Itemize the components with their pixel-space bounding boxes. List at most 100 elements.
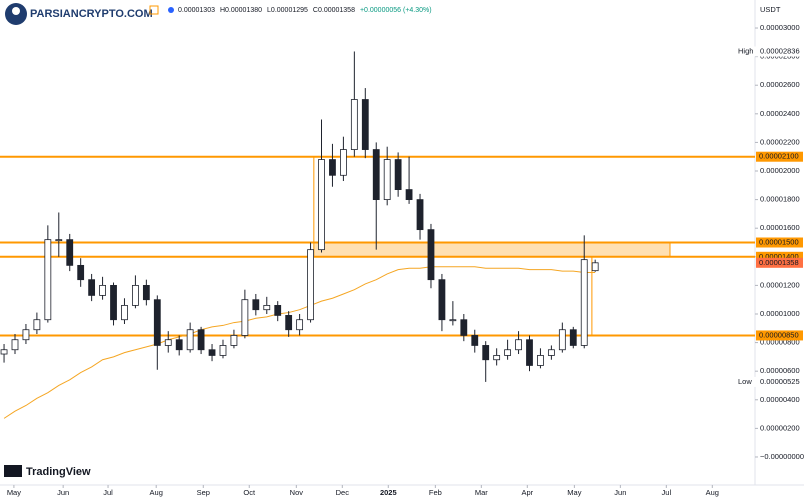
candle-body [0, 349, 8, 355]
candle-body [558, 329, 566, 351]
moving-average [3, 266, 596, 419]
candle-body [153, 299, 161, 346]
candle-body [99, 284, 106, 296]
settings-area[interactable] [764, 487, 800, 499]
candle-body [372, 149, 380, 201]
legend-value: 0.00001303 [178, 7, 215, 14]
candle-body [493, 355, 501, 361]
candle-body [11, 339, 19, 351]
tv-logo [4, 465, 22, 477]
tv-brand: TradingView [26, 466, 91, 478]
legend-dot [168, 7, 174, 13]
candle-body [121, 305, 128, 321]
legend-value: H0.00001380 [220, 7, 262, 14]
x-tick-label: Jul [662, 488, 672, 497]
legend-value: L0.00001295 [267, 7, 308, 14]
x-tick-label: Jun [57, 488, 69, 497]
candle-body [438, 279, 446, 321]
y-tick-label: 0.00000200 [760, 423, 800, 432]
candle-body [142, 284, 150, 301]
extreme-label: 0.00000525 [760, 377, 800, 386]
candle-body [350, 99, 358, 150]
extreme-name: Low [738, 377, 752, 386]
x-tick-label: 2025 [380, 488, 397, 497]
y-tick-label: −0.00000000 [760, 452, 804, 461]
candle-body [340, 149, 347, 176]
x-tick-label: May [7, 488, 21, 497]
candle-body [230, 335, 238, 346]
candle-body [394, 159, 402, 190]
level-label: 0.00000850 [759, 330, 799, 339]
candle-body [252, 299, 260, 311]
x-tick-label: Dec [336, 488, 350, 497]
candle-body [164, 339, 172, 346]
candle-body [547, 349, 555, 356]
candle-body [274, 305, 282, 316]
candle-body [66, 239, 74, 266]
y-tick-label: 0.00000800 [760, 338, 800, 347]
candle-body [591, 262, 599, 272]
candle-body [33, 319, 41, 331]
candle-body [263, 305, 271, 311]
y-tick-label: 0.00003000 [760, 23, 800, 32]
candle-body [44, 239, 52, 321]
level-label: 0.00002100 [759, 152, 799, 161]
candle-body [241, 299, 249, 336]
candle-body [515, 339, 522, 351]
x-tick-label: Mar [475, 488, 488, 497]
candle-body [449, 319, 457, 322]
x-tick-label: Jul [103, 488, 113, 497]
candle-body [383, 159, 391, 201]
candle-body [175, 339, 183, 351]
y-tick-label: 0.00000400 [760, 395, 800, 404]
candle-body [307, 249, 314, 321]
candle-body [318, 159, 325, 251]
extreme-box [735, 376, 804, 387]
candle-body [460, 319, 468, 336]
candle-body [482, 345, 490, 361]
x-tick-label: Aug [150, 488, 163, 497]
legend-value: C0.00001358 [313, 7, 355, 14]
x-tick-label: Oct [243, 488, 256, 497]
candle-body [219, 345, 227, 356]
level-box [756, 151, 803, 162]
y-tick-label: 0.00001000 [760, 309, 800, 318]
candle-body [110, 284, 117, 321]
extreme-name: High [738, 46, 753, 55]
candle-body [537, 355, 544, 366]
quote-currency: USDT [760, 5, 781, 14]
x-tick-label: Jun [614, 488, 626, 497]
candle-body [285, 315, 293, 331]
candle-body [416, 199, 424, 231]
candle-body [580, 259, 588, 346]
y-tick-label: 0.00002200 [760, 137, 800, 146]
level-box [756, 237, 803, 248]
candle-body [208, 349, 216, 356]
extreme-box [735, 46, 804, 57]
candle-body [504, 349, 512, 356]
candle-body [361, 99, 369, 150]
candle-body [197, 329, 205, 351]
candle-body [77, 264, 85, 281]
x-tick-label: Sep [197, 488, 210, 497]
candle-body [405, 189, 413, 201]
level-label: 0.00001500 [759, 237, 799, 246]
candle-body [88, 279, 96, 296]
y-tick-label: 0.00001800 [760, 195, 800, 204]
brand: PARSIANCRYPTO.COM [30, 8, 153, 20]
candle-body [22, 329, 30, 341]
zone [313, 242, 671, 258]
y-tick-label: 0.00002000 [760, 166, 800, 175]
candle-body [329, 159, 336, 176]
last-price-box [756, 257, 803, 268]
candle-body [55, 239, 63, 242]
level-box [756, 330, 803, 341]
candle-body [296, 319, 304, 331]
candle-body [427, 229, 435, 281]
candle-body [569, 329, 577, 346]
candle-body [186, 329, 194, 351]
y-tick-label: 0.00000600 [760, 366, 800, 375]
logo-box [0, 0, 146, 28]
